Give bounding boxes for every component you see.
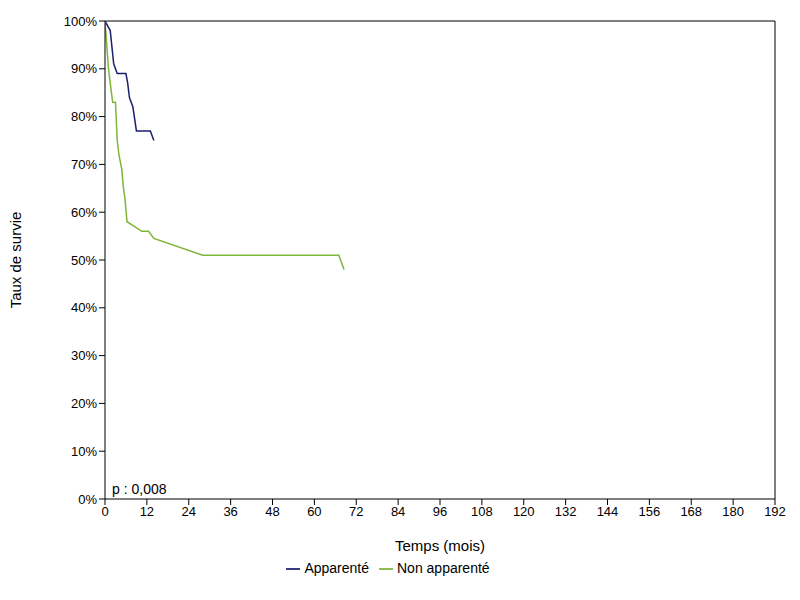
svg-text:132: 132 bbox=[555, 504, 577, 519]
svg-text:96: 96 bbox=[433, 504, 447, 519]
svg-text:36: 36 bbox=[223, 504, 237, 519]
svg-text:Temps (mois): Temps (mois) bbox=[395, 537, 485, 554]
svg-text:70%: 70% bbox=[71, 157, 97, 172]
svg-text:50%: 50% bbox=[71, 253, 97, 268]
svg-text:72: 72 bbox=[349, 504, 363, 519]
svg-text:0%: 0% bbox=[78, 492, 97, 507]
svg-text:156: 156 bbox=[639, 504, 661, 519]
html-text:Apparenté: Apparenté bbox=[304, 560, 369, 576]
svg-text:20%: 20% bbox=[71, 396, 97, 411]
svg-text:100%: 100% bbox=[64, 14, 98, 29]
svg-text:108: 108 bbox=[471, 504, 493, 519]
svg-text:48: 48 bbox=[265, 504, 279, 519]
svg-text:40%: 40% bbox=[71, 300, 97, 315]
svg-text:80%: 80% bbox=[71, 109, 97, 124]
svg-text:144: 144 bbox=[597, 504, 619, 519]
svg-text:Taux de survie: Taux de survie bbox=[8, 212, 24, 309]
svg-text:24: 24 bbox=[182, 504, 196, 519]
html-text:Non apparenté: Non apparenté bbox=[397, 560, 490, 576]
svg-text:192: 192 bbox=[764, 504, 786, 519]
svg-text:60: 60 bbox=[307, 504, 321, 519]
svg-text:180: 180 bbox=[722, 504, 744, 519]
svg-text:168: 168 bbox=[680, 504, 702, 519]
svg-text:90%: 90% bbox=[71, 61, 97, 76]
svg-text:84: 84 bbox=[391, 504, 405, 519]
svg-text:12: 12 bbox=[140, 504, 154, 519]
svg-text:10%: 10% bbox=[71, 444, 97, 459]
svg-text:60%: 60% bbox=[71, 205, 97, 220]
svg-text:0: 0 bbox=[101, 504, 108, 519]
html-text:p : 0,008: p : 0,008 bbox=[112, 481, 167, 497]
svg-text:120: 120 bbox=[513, 504, 535, 519]
svg-text:30%: 30% bbox=[71, 348, 97, 363]
